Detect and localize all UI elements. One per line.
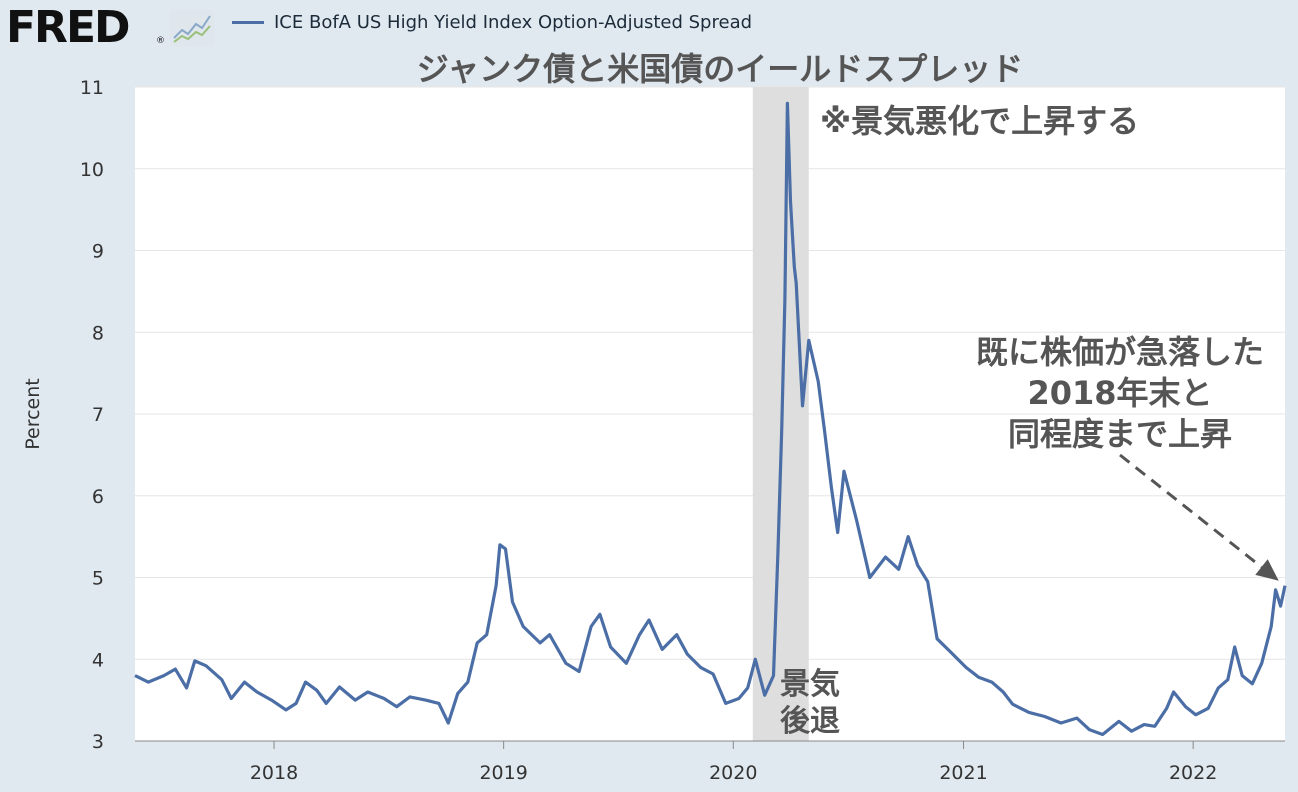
y-tick-label: 10 (80, 159, 104, 181)
series-line-high-yield-spread (134, 101, 1287, 737)
legend-label: ICE BofA US High Yield Index Option-Adju… (274, 12, 753, 33)
x-tick-label: 2019 (479, 762, 527, 784)
y-tick-label: 11 (80, 77, 104, 99)
annotation-line-2: 2018年末と (1027, 374, 1213, 412)
annotation-worsening: ※景気悪化で上昇する (820, 102, 1140, 140)
chart-title: ジャンク債と米国債のイールドスプレッド (416, 50, 1024, 88)
y-tick-label: 3 (92, 731, 104, 753)
y-tick-label: 7 (92, 404, 104, 426)
legend-swatch (232, 21, 264, 24)
annotation-line-3: 同程度まで上昇 (1007, 415, 1232, 453)
y-tick-label: 5 (92, 568, 104, 590)
x-tick-label: 2021 (939, 762, 987, 784)
x-tick-label: 2022 (1169, 762, 1217, 784)
x-axis: 2018 2019 2020 2021 2022 (135, 740, 1285, 784)
annotation-line-1: 既に株価が急落した (975, 333, 1264, 371)
x-tick-label: 2018 (250, 762, 298, 784)
y-axis: 3 4 5 6 7 8 9 10 11 (80, 77, 104, 753)
registered-mark: ® (156, 36, 165, 46)
legend[interactable]: ICE BofA US High Yield Index Option-Adju… (232, 12, 752, 33)
annotation-2018-comparison: 既に株価が急落した 2018年末と 同程度まで上昇 (950, 332, 1290, 455)
y-tick-label: 9 (92, 241, 104, 263)
fred-logo[interactable]: FRED (6, 2, 131, 53)
recession-label-line-1: 景気 (780, 667, 840, 702)
y-tick-label: 6 (92, 486, 104, 508)
y-tick-label: 4 (92, 649, 104, 671)
chart-line-icon (170, 10, 214, 46)
recession-label: 景気 後退 (780, 666, 840, 740)
recession-label-line-2: 後退 (780, 704, 840, 739)
annotation-arrow (1119, 453, 1279, 581)
x-tick-label: 2020 (709, 762, 757, 784)
y-tick-label: 8 (92, 322, 104, 344)
